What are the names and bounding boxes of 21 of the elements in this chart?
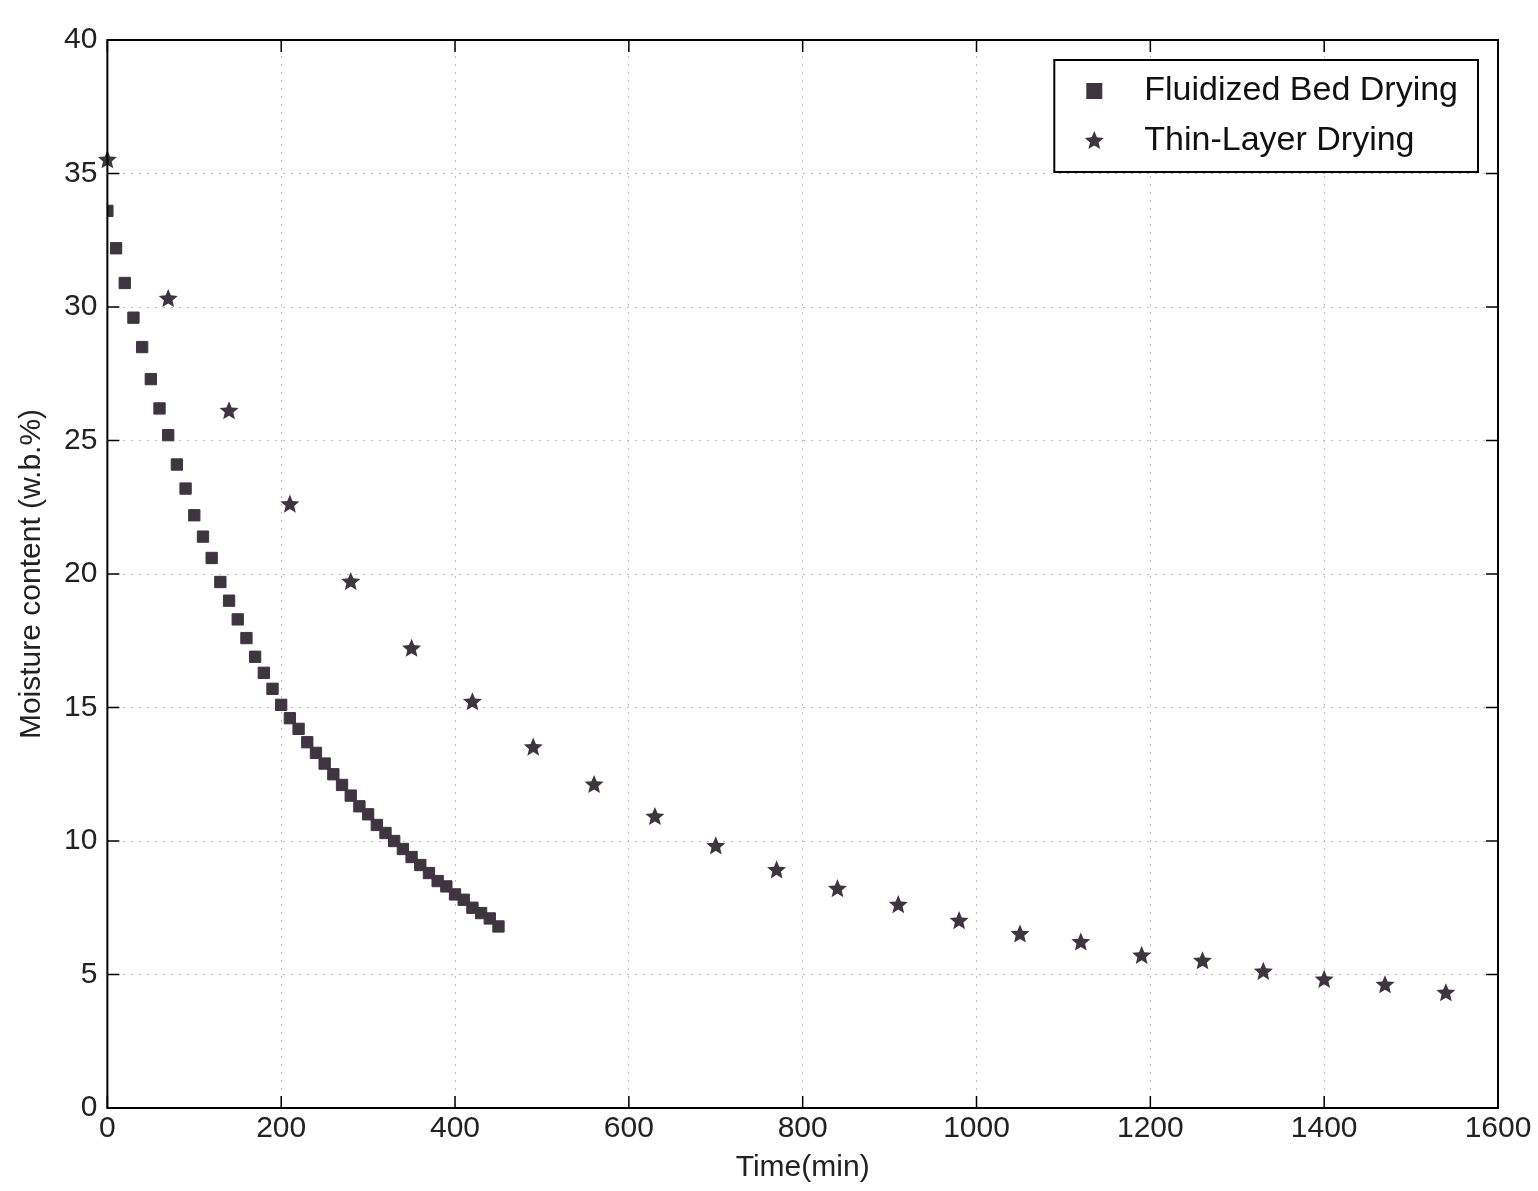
y-tick-label: 5: [80, 955, 98, 989]
y-tick-label: 35: [63, 154, 98, 188]
x-tick-label: 800: [777, 1110, 828, 1144]
x-tick-label: 1400: [1290, 1110, 1358, 1144]
x-tick-label: 1200: [1116, 1110, 1184, 1144]
x-tick-label: 400: [430, 1110, 481, 1144]
x-tick-label: 600: [603, 1110, 654, 1144]
y-tick-label: 10: [63, 822, 98, 856]
y-tick-label: 25: [63, 421, 98, 455]
x-tick-label: 200: [256, 1110, 307, 1144]
y-tick-label: 40: [63, 21, 98, 55]
y-tick-label: 30: [63, 288, 98, 322]
x-axis-title: Time(min): [735, 1149, 870, 1183]
y-tick-label: 0: [80, 1089, 98, 1123]
y-tick-label: 15: [63, 688, 98, 722]
x-tick-label: 1600: [1464, 1110, 1532, 1144]
y-axis-title: Moisture content (w.b.%): [13, 408, 47, 740]
y-tick-label: 20: [63, 555, 98, 589]
legend-label: Thin-Layer Drying: [1144, 119, 1415, 158]
x-tick-label: 1000: [943, 1110, 1010, 1144]
legend-label: Fluidized Bed Drying: [1144, 69, 1458, 108]
